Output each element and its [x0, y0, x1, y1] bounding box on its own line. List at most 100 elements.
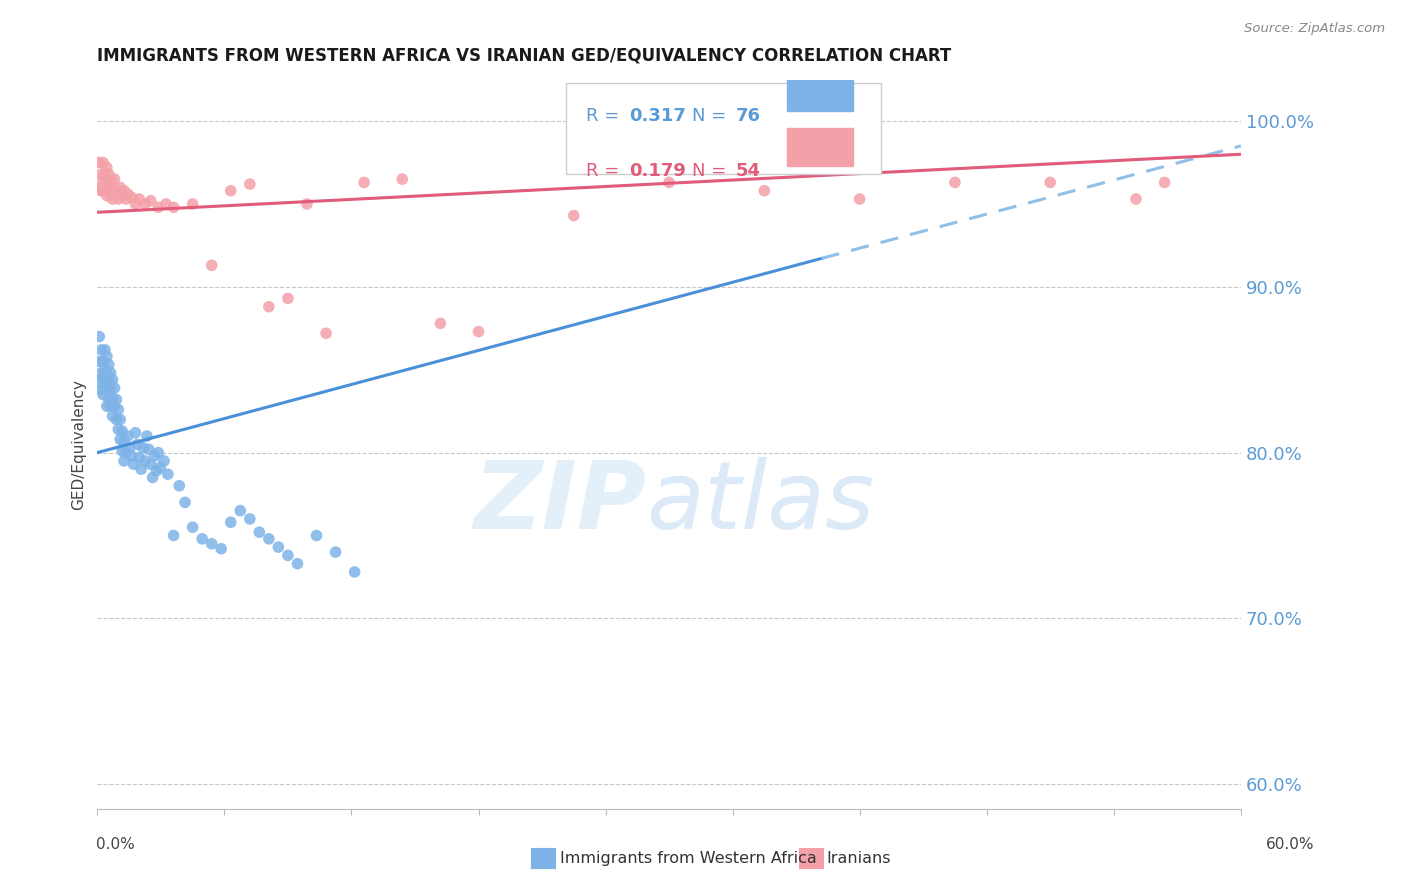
Point	[101, 180, 124, 194]
Point	[91, 184, 114, 198]
Point	[191, 532, 214, 546]
Point	[267, 540, 290, 554]
Point	[111, 444, 134, 458]
Point	[257, 300, 280, 314]
Point	[257, 532, 280, 546]
Point	[219, 184, 242, 198]
Point	[97, 392, 120, 407]
Point	[658, 176, 681, 190]
Point	[169, 479, 191, 493]
Point	[209, 541, 232, 556]
Point	[97, 358, 120, 372]
Point	[97, 167, 120, 181]
Text: ZIP: ZIP	[474, 457, 647, 549]
Point	[201, 258, 224, 272]
Point	[943, 176, 966, 190]
Point	[145, 464, 167, 478]
Point	[100, 184, 122, 198]
Text: 0.179: 0.179	[628, 162, 686, 180]
Point	[117, 429, 139, 443]
Text: 0.0%: 0.0%	[96, 837, 135, 852]
Point	[287, 557, 309, 571]
Point	[305, 528, 328, 542]
Point	[90, 366, 112, 380]
Point	[89, 375, 111, 389]
Point	[112, 454, 135, 468]
Point	[219, 515, 242, 529]
Point	[562, 209, 585, 223]
Point	[110, 412, 132, 426]
Point	[91, 354, 114, 368]
Point	[139, 194, 162, 208]
Text: R =: R =	[586, 107, 624, 126]
Point	[96, 177, 118, 191]
Point	[94, 184, 117, 198]
Point	[848, 192, 870, 206]
Point	[247, 525, 270, 540]
Point	[100, 366, 122, 380]
Point	[91, 155, 114, 169]
Point	[122, 457, 145, 471]
Point	[107, 402, 129, 417]
Text: Immigrants from Western Africa: Immigrants from Western Africa	[560, 851, 817, 865]
Point	[103, 399, 125, 413]
Point	[97, 184, 120, 198]
Point	[96, 188, 118, 202]
Y-axis label: GED/Equivalency: GED/Equivalency	[72, 379, 86, 509]
Point	[96, 161, 118, 175]
Point	[111, 188, 134, 202]
Point	[156, 467, 179, 482]
Point	[121, 449, 143, 463]
Point	[107, 192, 129, 206]
Point	[1125, 192, 1147, 206]
Point	[121, 190, 143, 204]
Point	[91, 172, 114, 186]
Point	[111, 424, 134, 438]
Point	[343, 565, 366, 579]
Point	[148, 445, 170, 459]
Point	[1039, 176, 1062, 190]
Point	[134, 454, 156, 468]
Point	[91, 371, 114, 385]
FancyBboxPatch shape	[787, 73, 853, 111]
Point	[129, 462, 152, 476]
Point	[101, 409, 124, 424]
Text: Iranians: Iranians	[827, 851, 891, 865]
Point	[134, 197, 156, 211]
Point	[100, 399, 122, 413]
Point	[100, 383, 122, 397]
Point	[90, 383, 112, 397]
Point	[112, 184, 135, 198]
Point	[115, 192, 138, 206]
Point	[162, 200, 184, 214]
Point	[277, 292, 299, 306]
Text: R =: R =	[586, 162, 624, 180]
Point	[155, 197, 177, 211]
FancyBboxPatch shape	[567, 83, 880, 175]
Point	[128, 450, 150, 465]
Point	[107, 422, 129, 436]
Point	[94, 167, 117, 181]
Point	[97, 375, 120, 389]
Point	[112, 434, 135, 448]
Point	[174, 495, 197, 509]
Point	[94, 363, 117, 377]
Point	[142, 470, 165, 484]
Point	[96, 350, 118, 364]
Text: N =: N =	[692, 107, 733, 126]
Point	[89, 155, 111, 169]
Point	[135, 429, 157, 443]
Point	[128, 192, 150, 206]
Point	[149, 460, 172, 475]
Point	[96, 383, 118, 397]
Point	[181, 197, 204, 211]
Point	[115, 445, 138, 459]
Point	[105, 412, 128, 426]
Text: 0.317: 0.317	[628, 107, 686, 126]
Point	[94, 379, 117, 393]
Point	[325, 545, 347, 559]
Point	[124, 197, 146, 211]
Point	[90, 167, 112, 181]
Point	[148, 200, 170, 214]
Point	[91, 387, 114, 401]
